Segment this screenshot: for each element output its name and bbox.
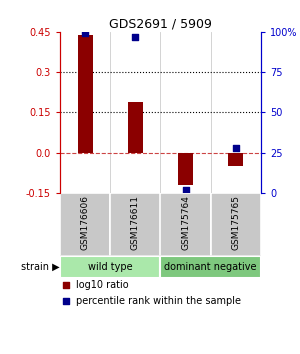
Title: GDS2691 / 5909: GDS2691 / 5909: [109, 18, 212, 31]
Bar: [110, 193, 160, 256]
Text: percentile rank within the sample: percentile rank within the sample: [76, 296, 241, 307]
Text: strain ▶: strain ▶: [21, 262, 60, 272]
Point: [233, 145, 238, 151]
Bar: [160, 193, 211, 256]
Text: GSM176606: GSM176606: [81, 195, 90, 251]
Bar: [60, 256, 160, 278]
Bar: [78, 35, 93, 153]
Bar: [228, 153, 243, 166]
Text: dominant negative: dominant negative: [164, 262, 257, 272]
Text: GSM176611: GSM176611: [131, 195, 140, 251]
Bar: [178, 153, 193, 185]
Point: [64, 282, 68, 287]
Text: log10 ratio: log10 ratio: [76, 280, 129, 290]
Point: [64, 298, 68, 304]
Text: wild type: wild type: [88, 262, 133, 272]
Text: GSM175764: GSM175764: [181, 195, 190, 250]
Point: [133, 34, 138, 40]
Text: GSM175765: GSM175765: [231, 195, 240, 251]
Point: [83, 31, 88, 36]
Bar: [211, 193, 261, 256]
Point: [183, 187, 188, 193]
Bar: [128, 102, 143, 153]
Bar: [160, 256, 261, 278]
Bar: [60, 193, 110, 256]
